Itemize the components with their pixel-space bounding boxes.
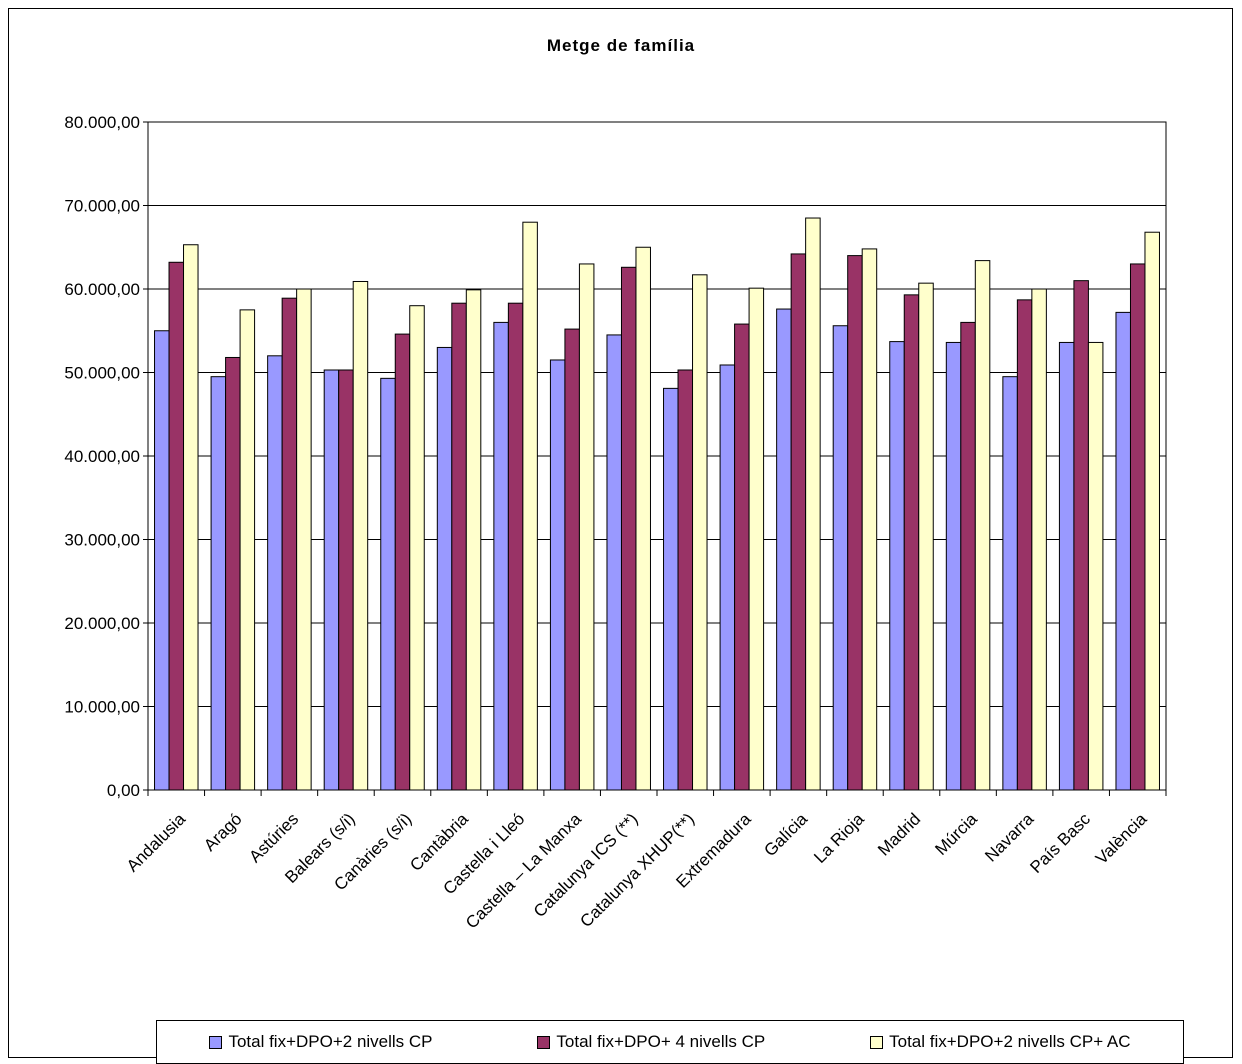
y-axis-ticks: 0,00 10.000,00 20.000,00 30.000,00 40.000,00… <box>64 113 148 800</box>
bar-series-3 <box>578 263 595 791</box>
y-tick-label: 40.000,00 <box>64 447 140 466</box>
bar-series-1 <box>1002 376 1018 791</box>
bar-series-1 <box>776 308 792 791</box>
y-tick-label: 60.000,00 <box>64 280 140 299</box>
bar-series-3 <box>974 260 991 791</box>
bar-series-3 <box>522 221 538 791</box>
bar-series-2 <box>1016 299 1033 791</box>
bar-series-1 <box>1058 341 1075 791</box>
bar-series-1 <box>832 325 849 791</box>
bar-series-2 <box>677 369 694 791</box>
y-tick-label: 20.000,00 <box>64 614 140 633</box>
y-tick-label: 80.000,00 <box>64 113 140 132</box>
bar-series-3 <box>183 244 199 791</box>
x-tick-label: Andalusia <box>123 809 190 876</box>
bar-series-1 <box>210 376 227 791</box>
x-tick-label: Múrcia <box>931 809 981 859</box>
y-tick-label: 0,00 <box>107 781 140 800</box>
bar-series-3 <box>748 287 765 791</box>
bar-series-1 <box>267 355 283 791</box>
x-tick-label: Catalunya ICS (**) <box>530 809 642 921</box>
bar-series-3 <box>465 289 482 791</box>
bar-series-1 <box>945 341 962 791</box>
bar-series-1 <box>493 321 509 791</box>
bar-series-1 <box>323 369 340 791</box>
legend-label-series-1: Total fix+DPO+2 nivells CP <box>228 1032 433 1051</box>
bar-series-1 <box>154 330 170 791</box>
chart-title: Metge de família <box>546 36 696 55</box>
x-tick-label: Navarra <box>981 809 1038 866</box>
bar-series-3 <box>1087 341 1104 791</box>
bar-series-3 <box>918 282 934 791</box>
legend-item-series-2: Total fix+DPO+ 4 nivells CP <box>537 1032 765 1052</box>
bar-series-3 <box>692 274 708 791</box>
bar-series-2 <box>451 302 467 791</box>
legend-swatch-series-1 <box>209 1035 223 1049</box>
bars <box>154 217 1160 791</box>
bar-series-1 <box>549 359 566 791</box>
bar-series-3 <box>239 309 256 791</box>
bar-series-2 <box>847 255 863 791</box>
bar-series-1 <box>719 364 736 791</box>
x-tick-label: Galícia <box>760 809 811 860</box>
bar-series-2 <box>281 297 298 791</box>
bar-series-3 <box>409 305 425 791</box>
bar-series-2 <box>225 356 241 791</box>
bar-series-3 <box>805 217 821 791</box>
x-tick-label: Astúries <box>245 809 302 866</box>
bar-series-2 <box>620 266 637 791</box>
legend: Total fix+DPO+2 nivells CP Total fix+DPO… <box>156 1020 1184 1064</box>
y-tick-label: 50.000,00 <box>64 364 140 383</box>
y-tick-label: 70.000,00 <box>64 197 140 216</box>
y-tick-label: 30.000,00 <box>64 531 140 550</box>
bar-series-1 <box>606 334 622 791</box>
legend-item-series-1: Total fix+DPO+2 nivells CP <box>209 1032 433 1052</box>
bar-series-3 <box>352 280 369 791</box>
x-tick-label: València <box>1092 809 1151 868</box>
bar-series-2 <box>790 253 807 791</box>
bar-series-2 <box>1129 263 1146 791</box>
x-tick-label: País Basc <box>1026 809 1094 877</box>
x-tick-label: Aragó <box>200 809 246 855</box>
bar-series-2 <box>507 302 524 791</box>
bar-series-2 <box>960 321 976 791</box>
x-tick-label: Madrid <box>874 809 924 859</box>
bar-series-2 <box>338 369 354 791</box>
bar-series-2 <box>1073 280 1089 791</box>
legend-item-series-3: Total fix+DPO+2 nivells CP+ AC <box>870 1032 1131 1052</box>
bar-series-1 <box>663 387 679 791</box>
y-tick-label: 10.000,00 <box>64 698 140 717</box>
bar-series-2 <box>394 333 411 791</box>
bar-series-1 <box>1115 311 1131 791</box>
legend-swatch-series-2 <box>537 1035 551 1049</box>
bar-series-1 <box>436 346 453 791</box>
bar-series-3 <box>861 248 878 791</box>
bar-series-3 <box>296 288 312 791</box>
bar-series-3 <box>1031 288 1047 791</box>
bar-series-3 <box>1144 231 1160 791</box>
bar-series-2 <box>734 323 750 791</box>
bar-series-3 <box>635 246 651 791</box>
grid-lines <box>148 121 1166 707</box>
bar-series-1 <box>889 341 905 791</box>
bar-series-2 <box>168 261 185 791</box>
legend-label-series-3: Total fix+DPO+2 nivells CP+ AC <box>889 1032 1131 1051</box>
bar-series-2 <box>903 294 920 791</box>
legend-swatch-series-3 <box>870 1035 884 1049</box>
x-tick-label: La Rioja <box>810 809 868 867</box>
bar-series-2 <box>564 328 580 791</box>
bar-series-1 <box>380 377 396 791</box>
legend-label-series-2: Total fix+DPO+ 4 nivells CP <box>556 1032 766 1051</box>
